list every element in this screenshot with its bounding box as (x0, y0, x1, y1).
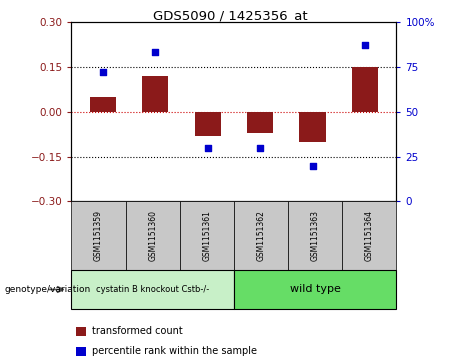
Text: wild type: wild type (290, 285, 341, 294)
Bar (90, 97, 116, 112)
Point (204, 144, 212, 150)
Bar (300, 112, 325, 142)
Text: GSM1151362: GSM1151362 (256, 211, 266, 261)
Text: GSM1151363: GSM1151363 (311, 211, 320, 261)
Bar (352, 67, 378, 112)
Text: GSM1151359: GSM1151359 (94, 211, 103, 261)
Point (361, 42, 369, 48)
Point (309, 163, 316, 168)
Text: transformed count: transformed count (92, 326, 183, 336)
Bar (247, 112, 273, 132)
Bar (142, 76, 168, 112)
Text: genotype/variation: genotype/variation (5, 285, 91, 294)
Text: GSM1151360: GSM1151360 (148, 211, 157, 261)
Text: GSM1151364: GSM1151364 (365, 211, 374, 261)
Bar (195, 112, 221, 135)
Text: percentile rank within the sample: percentile rank within the sample (92, 346, 257, 356)
Point (256, 144, 264, 150)
Point (152, 49, 159, 55)
Point (99, 69, 106, 75)
Text: GSM1151361: GSM1151361 (202, 211, 212, 261)
Text: GDS5090 / 1425356_at: GDS5090 / 1425356_at (153, 9, 308, 22)
Text: cystatin B knockout Cstb-/-: cystatin B knockout Cstb-/- (96, 285, 209, 294)
